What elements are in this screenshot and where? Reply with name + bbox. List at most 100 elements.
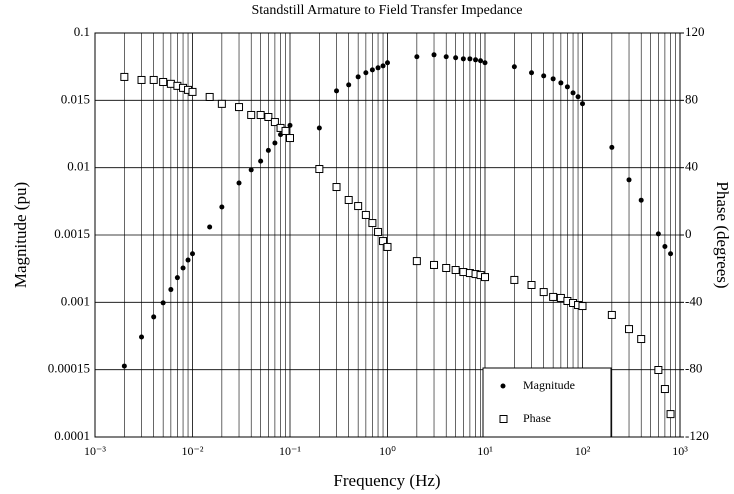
magnitude-marker (609, 144, 615, 150)
magnitude-marker (414, 54, 420, 60)
phase-marker (442, 263, 451, 272)
magnitude-marker (272, 140, 278, 146)
phase-marker (459, 268, 468, 277)
y2-tick-label: 80 (685, 91, 698, 106)
y-axis-label: Magnitude (pu) (11, 182, 30, 288)
magnitude-marker (185, 257, 191, 263)
phase-marker (188, 87, 197, 96)
phase-marker (332, 183, 341, 192)
magnitude-marker (668, 251, 674, 257)
phase-marker (315, 165, 324, 174)
phase-marker (205, 92, 214, 101)
x-tick-label: 10⁻¹ (279, 444, 301, 458)
x-tick-label: 10⁰ (379, 444, 396, 458)
magnitude-marker (575, 94, 581, 100)
phase-marker (578, 302, 587, 311)
magnitude-marker (580, 101, 585, 107)
legend-swatch (500, 383, 506, 389)
y-tick-label: 0.1 (74, 24, 90, 39)
magnitude-marker (550, 76, 556, 82)
y2-tick-label: 120 (685, 24, 705, 39)
x-tick-label: 10¹ (477, 444, 493, 458)
x-tick-label: 10³ (672, 444, 688, 458)
magnitude-marker (363, 70, 369, 76)
x-tick-label: 10⁻³ (84, 444, 106, 458)
magnitude-marker (236, 180, 242, 186)
phase-marker (430, 260, 439, 269)
phase-marker (256, 110, 265, 119)
magnitude-marker (207, 224, 213, 230)
magnitude-marker (316, 125, 322, 131)
y2-tick-label: 40 (685, 159, 698, 174)
magnitude-marker (219, 204, 225, 210)
chart-title: Standstill Armature to Field Transfer Im… (251, 3, 522, 18)
phase-marker (481, 273, 489, 282)
phase-marker (637, 335, 646, 344)
magnitude-marker (511, 64, 517, 70)
x-axis-label: Frequency (Hz) (333, 471, 440, 490)
phase-marker (120, 72, 129, 81)
magnitude-marker (529, 70, 535, 76)
magnitude-marker (570, 90, 576, 96)
magnitude-marker (385, 60, 390, 66)
plot-frame (94, 32, 681, 438)
phase-marker (549, 292, 558, 301)
phase-marker (510, 275, 519, 284)
phase-marker (264, 112, 273, 121)
phase-marker (159, 77, 168, 86)
phase-marker (354, 202, 363, 211)
phase-marker (368, 219, 377, 228)
magnitude-marker (662, 243, 668, 249)
phase-marker (383, 242, 392, 251)
x-tick-label: 10⁻² (182, 444, 204, 458)
phase-marker (539, 288, 548, 297)
y-tick-label: 0.001 (61, 293, 90, 308)
phase-marker (344, 195, 353, 204)
phase-marker (137, 75, 146, 84)
magnitude-marker (334, 88, 340, 94)
phase-marker (166, 79, 175, 88)
magnitude-marker (248, 167, 254, 173)
magnitude-marker (375, 65, 381, 71)
phase-marker (527, 280, 536, 289)
magnitude-marker (473, 57, 479, 63)
magnitude-marker (287, 122, 293, 128)
magnitude-marker (431, 52, 437, 58)
magnitude-marker (655, 231, 661, 237)
magnitude-marker (626, 177, 632, 183)
legend: Magnitude Phase (482, 367, 612, 438)
y2-tick-label: -120 (685, 428, 709, 443)
phase-marker (654, 366, 663, 375)
magnitude-marker (160, 300, 166, 306)
magnitude-marker (180, 265, 186, 271)
y-tick-label: 0.0015 (54, 226, 90, 241)
magnitude-marker (541, 73, 547, 79)
magnitude-marker (355, 74, 361, 80)
magnitude-marker (174, 275, 180, 281)
magnitude-marker (482, 60, 488, 66)
phase-marker (666, 410, 675, 419)
phase-marker (247, 110, 256, 119)
magnitude-marker (478, 58, 484, 64)
magnitude-marker (460, 56, 466, 62)
magnitude-marker (258, 158, 264, 164)
phase-marker (451, 266, 460, 275)
magnitude-marker (265, 147, 271, 153)
phase-marker (270, 118, 279, 127)
legend-label: Magnitude (523, 378, 575, 392)
magnitude-marker (564, 84, 570, 90)
y2-tick-label: -40 (685, 293, 702, 308)
magnitude-marker (467, 56, 473, 62)
magnitude-marker (346, 82, 352, 88)
magnitude-marker (190, 251, 195, 257)
magnitude-marker (453, 55, 459, 61)
magnitude-marker (638, 197, 644, 203)
phase-marker (412, 257, 421, 266)
phase-marker (607, 310, 616, 319)
y2-axis-label: Phase (degrees) (713, 181, 732, 288)
magnitude-marker (139, 334, 145, 340)
magnitude-marker (443, 54, 449, 60)
phase-marker (556, 293, 565, 302)
